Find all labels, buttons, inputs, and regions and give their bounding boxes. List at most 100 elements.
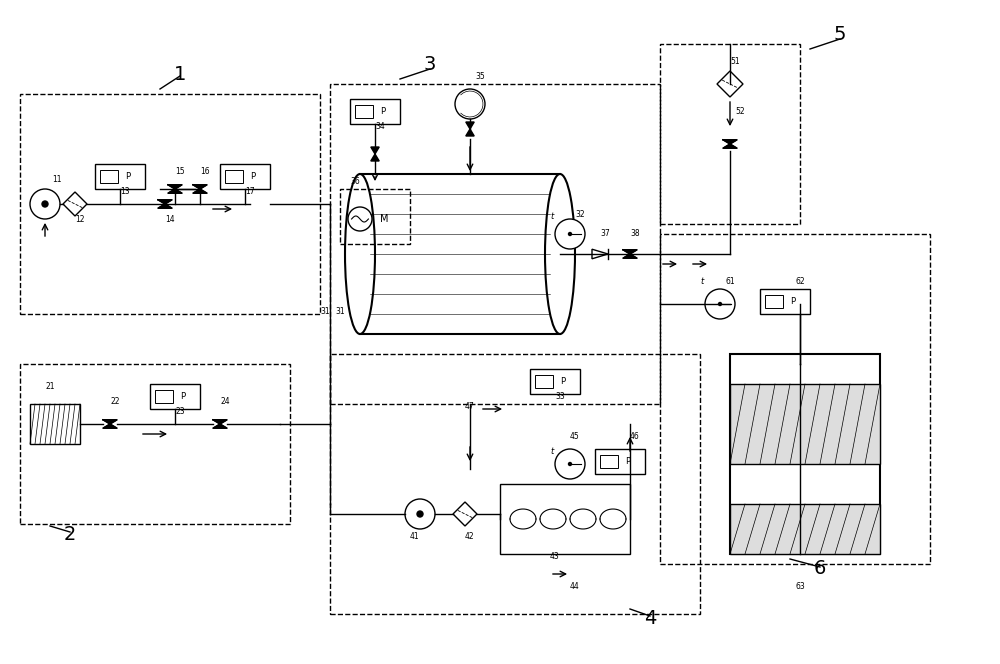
Bar <box>760 289 810 314</box>
Bar <box>595 449 645 474</box>
Text: 23: 23 <box>175 407 185 416</box>
Text: t: t <box>700 277 703 286</box>
Text: 42: 42 <box>465 532 475 541</box>
Bar <box>730 504 880 554</box>
Text: 38: 38 <box>630 229 640 238</box>
Circle shape <box>568 463 572 465</box>
Bar <box>535 375 552 388</box>
Text: 37: 37 <box>600 229 610 238</box>
Text: 44: 44 <box>570 582 580 591</box>
Bar <box>765 295 782 307</box>
Bar <box>20 94 320 314</box>
Text: P: P <box>625 457 630 466</box>
Polygon shape <box>193 189 207 193</box>
Bar <box>20 364 290 524</box>
Circle shape <box>705 289 735 319</box>
Bar <box>660 44 800 224</box>
Polygon shape <box>158 204 172 208</box>
Text: 31: 31 <box>320 307 330 316</box>
Bar <box>30 404 80 444</box>
Bar <box>330 84 660 404</box>
Bar <box>340 189 410 244</box>
Text: 24: 24 <box>220 397 230 406</box>
Text: 47: 47 <box>465 402 475 411</box>
Circle shape <box>417 511 423 517</box>
Text: 34: 34 <box>375 122 385 131</box>
Text: 46: 46 <box>630 432 640 441</box>
Text: 2: 2 <box>64 525 76 544</box>
Bar <box>600 456 618 467</box>
Bar <box>500 484 630 554</box>
Bar <box>150 384 200 409</box>
Text: 41: 41 <box>410 532 420 541</box>
Text: 12: 12 <box>75 215 85 224</box>
Text: 62: 62 <box>795 277 805 286</box>
Bar <box>330 354 700 614</box>
Circle shape <box>405 499 435 529</box>
Circle shape <box>555 449 585 479</box>
Text: 16: 16 <box>200 167 210 176</box>
Text: 51: 51 <box>730 57 740 66</box>
Polygon shape <box>623 250 637 254</box>
Text: 63: 63 <box>795 582 805 591</box>
Text: 45: 45 <box>570 432 580 441</box>
Polygon shape <box>63 192 87 216</box>
Bar <box>350 99 400 124</box>
Polygon shape <box>466 129 474 136</box>
Bar <box>660 234 930 564</box>
Text: t: t <box>550 212 553 221</box>
Bar <box>95 164 145 189</box>
Text: P: P <box>560 377 565 386</box>
Polygon shape <box>717 71 743 97</box>
Circle shape <box>42 201 48 207</box>
Text: 35: 35 <box>475 72 485 81</box>
Text: P: P <box>380 107 385 116</box>
Polygon shape <box>168 189 182 193</box>
Polygon shape <box>168 185 182 189</box>
Text: 14: 14 <box>165 215 175 224</box>
Ellipse shape <box>545 174 575 334</box>
Circle shape <box>718 303 722 305</box>
Text: 13: 13 <box>120 187 130 196</box>
Bar <box>355 106 373 118</box>
Polygon shape <box>103 420 117 424</box>
Polygon shape <box>371 154 379 161</box>
Polygon shape <box>466 122 474 129</box>
Text: 32: 32 <box>575 210 585 219</box>
Text: 4: 4 <box>644 610 656 629</box>
Text: P: P <box>790 297 795 306</box>
Bar <box>730 384 880 464</box>
Polygon shape <box>592 249 608 259</box>
Polygon shape <box>158 200 172 204</box>
Text: 52: 52 <box>735 107 745 116</box>
Text: 5: 5 <box>834 25 846 44</box>
Polygon shape <box>453 502 477 526</box>
Polygon shape <box>723 144 737 148</box>
Bar <box>225 170 243 183</box>
Circle shape <box>555 219 585 249</box>
Polygon shape <box>213 424 227 428</box>
Text: P: P <box>250 172 255 181</box>
Bar <box>155 390 173 403</box>
Bar <box>360 174 560 334</box>
Bar <box>100 170 118 183</box>
Text: 36: 36 <box>350 177 360 186</box>
Polygon shape <box>103 424 117 428</box>
Polygon shape <box>371 147 379 154</box>
Polygon shape <box>213 420 227 424</box>
Text: t: t <box>550 447 553 456</box>
Bar <box>220 164 270 189</box>
Text: 21: 21 <box>45 382 55 391</box>
Text: 17: 17 <box>245 187 255 196</box>
Text: 22: 22 <box>110 397 120 406</box>
Circle shape <box>30 189 60 219</box>
Circle shape <box>568 232 572 236</box>
Circle shape <box>348 207 372 231</box>
Text: 43: 43 <box>550 552 560 561</box>
Text: 1: 1 <box>174 64 186 84</box>
Polygon shape <box>623 254 637 258</box>
Bar <box>530 369 580 394</box>
Text: M: M <box>380 214 389 224</box>
Text: 61: 61 <box>725 277 735 286</box>
Text: P: P <box>125 172 130 181</box>
